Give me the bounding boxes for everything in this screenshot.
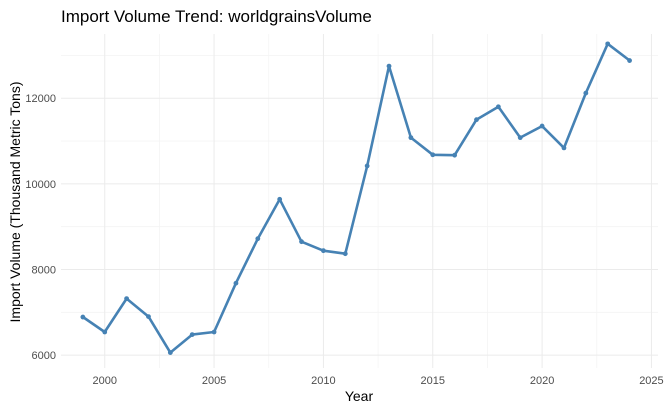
data-point	[364, 163, 370, 169]
x-tick-label: 2020	[530, 375, 554, 387]
data-point	[321, 248, 326, 254]
data-point	[277, 196, 283, 202]
data-point	[430, 152, 436, 158]
tick-layer: 2000 2005 2010 2015 2020 2025 6000 8000 10000 120…	[25, 93, 663, 387]
y-axis-title: Import Volume (Thousand Metric Tons)	[7, 82, 23, 323]
data-point	[495, 104, 501, 110]
data-point	[386, 63, 392, 69]
data-point	[539, 123, 545, 129]
data-point	[583, 90, 589, 96]
x-tick-label: 2010	[311, 375, 335, 387]
x-tick-label: 2005	[202, 375, 226, 387]
data-point	[517, 135, 523, 141]
data-point	[211, 329, 217, 335]
y-tick-label: 8000	[32, 265, 56, 277]
x-tick-label: 2015	[421, 375, 445, 387]
data-point	[233, 280, 239, 286]
x-tick-label: 2025	[639, 375, 663, 387]
data-point	[342, 251, 348, 257]
data-point	[474, 117, 479, 123]
series-layer	[80, 41, 632, 355]
chart-title: Import Volume Trend: worldgrainsVolume	[61, 7, 372, 26]
data-point	[255, 236, 261, 242]
grid-layer	[61, 34, 658, 368]
data-point	[627, 58, 632, 63]
series-line	[81, 42, 631, 354]
data-point	[80, 314, 86, 320]
y-tick-label: 10000	[25, 179, 56, 191]
data-point	[299, 239, 304, 245]
data-point	[452, 152, 458, 158]
data-point	[102, 329, 108, 335]
x-axis-title: Year	[345, 388, 374, 404]
data-point	[167, 350, 173, 355]
data-point	[146, 314, 151, 320]
data-point	[124, 296, 130, 302]
data-point	[189, 332, 195, 337]
y-tick-label: 12000	[25, 93, 56, 105]
x-tick-label: 2000	[92, 375, 116, 387]
data-point	[561, 145, 567, 151]
data-point	[408, 135, 414, 141]
y-tick-label: 6000	[32, 350, 56, 362]
data-point	[605, 41, 611, 47]
